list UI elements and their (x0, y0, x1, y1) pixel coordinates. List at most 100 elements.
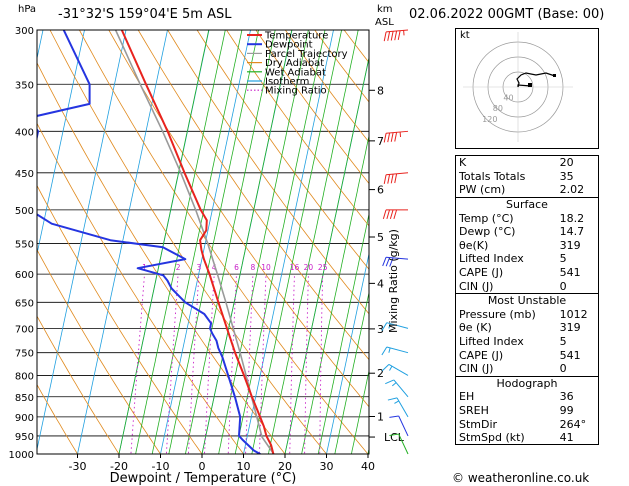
x-tick-label: 30 (320, 460, 334, 473)
index-value: 2.02 (559, 183, 585, 197)
index-value: 264° (559, 417, 587, 431)
index-label: SREH (459, 403, 489, 417)
wind-barb-feather (383, 31, 387, 42)
isotherm-line (0, 6, 7, 471)
mixing-ratio-line (289, 274, 295, 454)
hodograph-lower-trace (517, 84, 532, 87)
mixing-ratio-label: 20 (304, 263, 314, 272)
index-label: CIN (J) (459, 279, 494, 293)
pressure-tick-label: 600 (15, 270, 34, 281)
index-row: Lifted Index 5 (456, 335, 599, 349)
x-tick-label: 10 (237, 460, 251, 473)
mixing-ratio-label: 25 (318, 263, 328, 272)
wet-adiabat-line (301, 134, 369, 454)
wind-barb-half-feather (394, 400, 400, 404)
pressure-tick-label: 500 (15, 206, 34, 217)
wind-barb-staff (386, 346, 409, 354)
dry-adiabat-line (78, 30, 369, 454)
dry-adiabat-line (196, 30, 369, 270)
x-tick-label: 0 (199, 460, 206, 473)
mixing-ratio-line (204, 274, 215, 454)
index-value: 1012 (559, 307, 588, 321)
wind-barb-staff (393, 379, 409, 398)
wind-barb (383, 172, 409, 185)
wind-barb-feather (397, 30, 401, 40)
mixing-ratio-label: 6 (234, 263, 239, 272)
dry-adiabat-line (37, 315, 120, 454)
series-line-parcel-trajectory (114, 30, 275, 454)
wind-barb-feather (386, 209, 390, 220)
index-label: CAPE (J) (459, 266, 504, 280)
pressure-tick-label: 650 (15, 298, 34, 309)
x-tick-label: -30 (69, 460, 87, 473)
height-tick-label: 6 (377, 184, 384, 197)
index-value: 41 (559, 431, 574, 445)
x-tick-label: -20 (110, 460, 128, 473)
wind-barb-staff (386, 172, 409, 176)
wet-adiabat-line (184, 30, 276, 454)
index-value: 99 (559, 403, 574, 417)
index-value: 20 (559, 156, 574, 170)
wet-adiabat-line (168, 30, 259, 454)
section-title: Hodograph (496, 376, 558, 390)
wind-barb-feather (389, 257, 394, 267)
mixing-ratio-line (227, 274, 237, 454)
wet-adiabat-line (267, 30, 359, 454)
index-row: SREH 99 (456, 404, 599, 418)
wind-barb (383, 29, 409, 42)
wind-barb-staff (386, 130, 409, 134)
height-tick-label: 4 (377, 277, 384, 290)
dry-adiabat-line (255, 30, 369, 185)
index-value: 541 (559, 266, 581, 280)
wind-barb-feather (383, 174, 387, 185)
wet-adiabat-line (234, 30, 326, 454)
height-tick-label: 3 (377, 323, 384, 336)
index-value: 0 (559, 362, 567, 376)
pressure-tick-label: 350 (15, 80, 34, 91)
wind-barb-staff (398, 415, 409, 437)
index-row: Lifted Index 5 (456, 252, 599, 266)
mixing-ratio-label: 2 (176, 263, 181, 272)
index-label: PW (cm) (459, 183, 506, 197)
index-label: K (459, 156, 467, 170)
legend-entry: Temperature (264, 31, 328, 42)
hodograph-ring-label: 40 (503, 94, 513, 103)
height-tick-label: LCL (384, 431, 405, 444)
index-value: 35 (559, 169, 574, 183)
wind-barb-feather (389, 433, 399, 436)
hodograph-storm-marker (528, 83, 532, 87)
pressure-tick-label: 800 (15, 371, 34, 382)
section-title: Most Unstable (487, 294, 567, 308)
index-value: 319 (559, 238, 581, 252)
wind-barb-feather (381, 364, 390, 372)
footer-credit[interactable]: © weatheronline.co.uk (452, 471, 590, 485)
pressure-tick-label: 750 (15, 349, 34, 360)
height-tick-label: 7 (377, 135, 384, 148)
wind-barb-staff (398, 433, 409, 455)
section-title: Surface (506, 198, 548, 212)
legend-entry: Wet Adiabat (265, 67, 326, 78)
height-tick-label: 1 (377, 411, 384, 424)
index-label: StmSpd (kt) (459, 431, 525, 445)
hodograph-end-marker (553, 74, 556, 77)
height-tick-label: 5 (377, 231, 384, 244)
mixing-ratio-label: 4 (212, 263, 217, 272)
mixing-ratio-label: 3 (197, 263, 202, 272)
index-row: StmDir 264° (456, 417, 599, 431)
index-value: 5 (559, 335, 567, 349)
pressure-tick-label: 950 (15, 432, 34, 443)
index-row: θe(K) 319 (456, 239, 599, 253)
index-label: StmDir (459, 417, 498, 431)
wind-barb-feather (387, 397, 398, 401)
wet-adiabat-line (350, 369, 369, 454)
location-title: -31°32'S 159°04'E 5m ASL (58, 7, 232, 22)
wind-barb-feather (383, 133, 387, 143)
wind-barb-feather (387, 174, 391, 184)
wet-adiabat-line (118, 30, 210, 454)
hodograph-unit-label: kt (460, 30, 470, 41)
wind-barb-staff (388, 363, 409, 376)
x-tick-label: 40 (361, 460, 375, 473)
datetime-title: 02.06.2022 00GMT (Base: 00) (409, 7, 605, 22)
